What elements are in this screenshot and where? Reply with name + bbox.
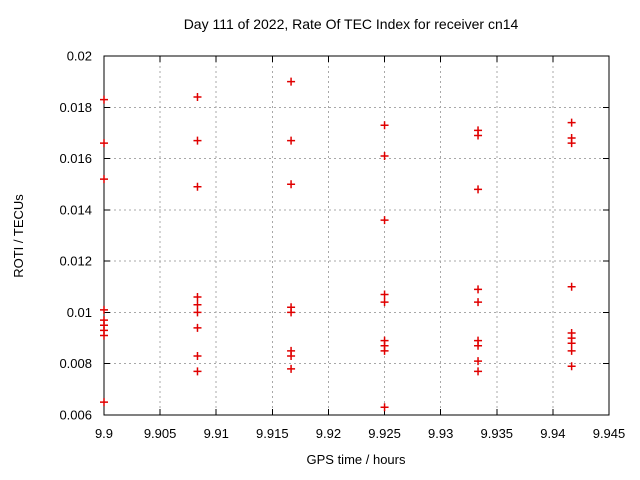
data-point-marker bbox=[380, 403, 389, 412]
x-tick-label: 9.925 bbox=[368, 426, 401, 441]
x-tick-label: 9.92 bbox=[316, 426, 341, 441]
x-tick-label: 9.945 bbox=[593, 426, 626, 441]
data-point-marker bbox=[287, 364, 296, 373]
x-axis-label: GPS time / hours bbox=[307, 452, 406, 467]
y-tick-label: 0.014 bbox=[59, 202, 92, 217]
data-point-marker bbox=[380, 216, 389, 225]
data-point-marker bbox=[100, 95, 108, 104]
data-point-marker bbox=[474, 285, 483, 294]
axis-layer bbox=[103, 55, 610, 416]
data-point-marker bbox=[100, 305, 108, 314]
data-point-marker bbox=[100, 175, 108, 184]
x-tick-label: 9.905 bbox=[144, 426, 177, 441]
data-point-marker bbox=[567, 282, 576, 291]
data-point-marker bbox=[193, 323, 202, 332]
plot-border bbox=[103, 55, 610, 416]
x-tick-label: 9.9 bbox=[95, 426, 113, 441]
data-point-marker bbox=[193, 136, 202, 145]
data-point-marker bbox=[474, 357, 483, 366]
data-point-marker bbox=[474, 341, 483, 350]
data-point-marker bbox=[193, 182, 202, 191]
data-point-marker bbox=[100, 331, 108, 340]
data-points-layer bbox=[100, 77, 576, 412]
data-point-marker bbox=[380, 121, 389, 130]
data-point-marker bbox=[287, 352, 296, 361]
data-point-marker bbox=[287, 136, 296, 145]
data-point-marker bbox=[474, 185, 483, 194]
y-tick-label: 0.006 bbox=[59, 408, 92, 423]
data-point-marker bbox=[193, 93, 202, 102]
data-point-marker bbox=[380, 346, 389, 355]
data-point-marker bbox=[100, 398, 108, 407]
x-tick-label: 9.935 bbox=[481, 426, 514, 441]
x-tick-label: 9.94 bbox=[540, 426, 565, 441]
data-point-marker bbox=[474, 298, 483, 307]
data-point-marker bbox=[474, 131, 483, 140]
tick-label-layer: 9.9 9.905 9.91 9.915 9.92 9.925 9.93 9.935 9.94 9… bbox=[59, 49, 625, 442]
data-point-marker bbox=[567, 339, 576, 348]
y-tick-label: 0.01 bbox=[67, 305, 92, 320]
y-tick-label: 0.016 bbox=[59, 151, 92, 166]
data-point-marker bbox=[193, 367, 202, 376]
data-point-marker bbox=[287, 308, 296, 317]
data-point-marker bbox=[380, 152, 389, 161]
data-point-marker bbox=[567, 362, 576, 371]
data-point-marker bbox=[193, 293, 202, 302]
data-point-marker bbox=[380, 298, 389, 307]
grid-layer bbox=[104, 56, 609, 415]
data-point-marker bbox=[567, 346, 576, 355]
data-point-marker bbox=[474, 367, 483, 376]
data-point-marker bbox=[567, 118, 576, 127]
y-tick-label: 0.008 bbox=[59, 356, 92, 371]
data-point-marker bbox=[193, 352, 202, 361]
data-point-marker bbox=[100, 139, 108, 148]
data-point-marker bbox=[287, 180, 296, 189]
x-tick-label: 9.91 bbox=[204, 426, 229, 441]
data-point-marker bbox=[193, 308, 202, 317]
data-point-marker bbox=[193, 300, 202, 309]
data-point-marker bbox=[567, 139, 576, 148]
y-tick-label: 0.018 bbox=[59, 100, 92, 115]
chart-title: Day 111 of 2022, Rate Of TEC Index for r… bbox=[184, 16, 519, 32]
x-tick-label: 9.915 bbox=[256, 426, 289, 441]
data-point-marker bbox=[380, 290, 389, 299]
y-tick-label: 0.02 bbox=[67, 49, 92, 64]
y-tick-label: 0.012 bbox=[59, 254, 92, 269]
x-tick-label: 9.93 bbox=[428, 426, 453, 441]
data-point-marker bbox=[287, 77, 296, 86]
y-axis-label: ROTI / TECUs bbox=[11, 194, 26, 278]
